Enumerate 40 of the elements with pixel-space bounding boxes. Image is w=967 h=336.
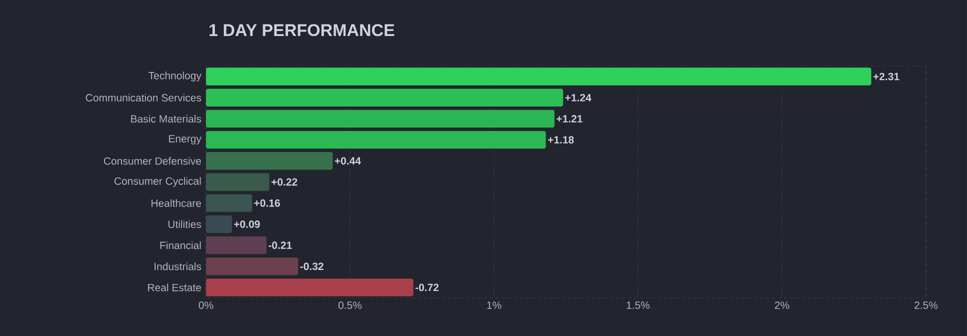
bar <box>206 88 564 106</box>
data-label: +0.09 <box>234 220 260 228</box>
y-tick-label: Healthcare <box>152 199 201 207</box>
bar <box>206 278 414 296</box>
data-label: -0.72 <box>415 284 439 292</box>
data-label: +1.21 <box>556 115 582 122</box>
bar <box>206 173 270 191</box>
x-tick-label: 0% <box>198 302 214 309</box>
data-label: +1.24 <box>565 94 592 102</box>
y-tick-label: Financial <box>160 241 201 250</box>
y-tick-label: Energy <box>169 135 202 145</box>
y-tick-label: Technology <box>148 72 202 82</box>
y-tick-label: Consumer Defensive <box>104 157 201 165</box>
x-tick-label: 1.5% <box>626 302 650 309</box>
data-label: +2.31 <box>873 72 900 80</box>
bar <box>206 130 546 149</box>
data-label: -0.32 <box>300 262 324 270</box>
x-tick-label: 2.5% <box>914 302 938 309</box>
bar <box>206 215 232 234</box>
x-tick-label: 2% <box>774 302 790 309</box>
bar <box>206 194 252 212</box>
bar <box>206 236 266 254</box>
data-label: -0.21 <box>268 242 292 249</box>
bar <box>206 152 333 170</box>
bar <box>206 68 872 86</box>
data-label: +1.18 <box>548 136 574 144</box>
chart-title: 1 DAY PERFORMANCE <box>210 24 394 36</box>
x-tick-label: 1% <box>487 302 502 309</box>
y-tick-label: Real Estate <box>148 284 201 292</box>
data-label: +0.22 <box>272 178 298 186</box>
x-tick-label: 0.5% <box>338 302 362 309</box>
y-tick-label: Basic Materials <box>131 114 202 123</box>
bar <box>206 110 554 128</box>
y-tick-label: Consumer Cyclical <box>114 177 201 187</box>
y-tick-label: Communication Services <box>86 94 202 102</box>
data-label: +0.44 <box>334 157 361 165</box>
y-tick-label: Utilities <box>168 220 202 228</box>
data-label: +0.16 <box>254 199 280 207</box>
bar <box>206 257 298 276</box>
y-tick-label: Industrials <box>154 262 202 270</box>
